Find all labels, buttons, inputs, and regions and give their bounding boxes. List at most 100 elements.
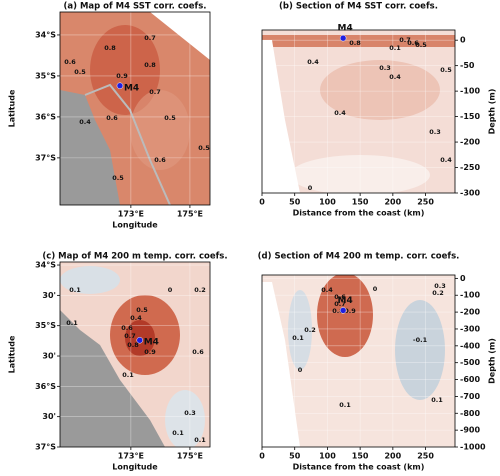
y-axis-label: Depth (m) <box>488 338 497 384</box>
contour-label: 0.2 <box>304 326 316 334</box>
y-tick-label: 30' <box>42 291 56 300</box>
contour-label: 0 <box>373 285 378 293</box>
plot-frame <box>59 11 211 206</box>
contour-label: 0.4 <box>334 109 346 117</box>
contour-label: 0.8 <box>104 44 116 52</box>
contour-label: 0.9 <box>116 72 128 80</box>
y-tick-label: 36°S <box>35 382 56 391</box>
y-tick-label: -200 <box>460 138 480 147</box>
contour-label: 0.3 <box>379 64 391 72</box>
contour-label: 0.5 <box>164 114 176 122</box>
contour-label: 0.2 <box>194 286 206 294</box>
contour-label: 0.2 <box>432 289 444 297</box>
field-surface <box>262 35 455 47</box>
plot-area <box>262 30 455 193</box>
land <box>60 310 165 447</box>
y-tick-label: -400 <box>460 341 480 350</box>
contour-label: 0.1 <box>339 401 351 409</box>
contour-label: 0.1 <box>431 396 443 404</box>
contour-label: 0.7 <box>149 88 161 96</box>
seafloor <box>262 282 300 447</box>
plot-frame <box>59 261 211 448</box>
contour-label: 0.7 <box>144 34 156 42</box>
contour-label: -0.1 <box>413 336 428 344</box>
contour-label: 0.1 <box>389 44 401 52</box>
plot-frame <box>261 274 456 448</box>
y-axis-label: Latitude <box>8 335 17 373</box>
contour-label: 0.3 <box>184 409 196 417</box>
field-weak <box>165 390 205 447</box>
station-marker <box>116 82 124 90</box>
y-axis-label: Depth (m) <box>488 89 497 135</box>
contour-label: 0.6 <box>64 58 76 66</box>
plot-area <box>60 262 210 447</box>
contour-label: 0.1 <box>69 286 81 294</box>
x-tick-label: 50 <box>289 452 301 461</box>
contour-label: 0.5 <box>198 144 210 152</box>
contour-label: 0.8 <box>349 39 361 47</box>
y-tick-label: -250 <box>460 163 480 172</box>
y-tick-label: -50 <box>460 61 475 70</box>
x-tick-label: 173°E <box>118 210 144 219</box>
y-tick-label: -700 <box>460 392 480 401</box>
x-tick-label: 200 <box>384 198 401 207</box>
contour-label: 0.8 <box>144 61 156 69</box>
contour-label: 0.1 <box>122 371 134 379</box>
contour-label: 0.6 <box>121 324 133 332</box>
y-tick-label: 0 <box>460 36 466 45</box>
x-axis-label: Longitude <box>112 463 158 472</box>
contour-label: 0.4 <box>389 73 401 81</box>
contour-label: 0.7 <box>124 332 136 340</box>
x-tick-label: 100 <box>319 198 336 207</box>
y-tick-label: -500 <box>460 358 480 367</box>
y-tick-label: -150 <box>460 112 480 121</box>
x-tick-label: 50 <box>289 198 301 207</box>
station-marker <box>339 307 347 314</box>
field-weak <box>60 266 120 294</box>
y-tick-label: -300 <box>460 324 480 333</box>
y-tick-label: -900 <box>460 426 480 435</box>
y-tick-label: 37°S <box>35 443 56 452</box>
x-axis-label: Longitude <box>112 221 158 230</box>
x-tick-label: 0 <box>259 452 265 461</box>
x-tick-label: 0 <box>259 198 265 207</box>
y-tick-label: 34°S <box>35 30 56 39</box>
station-label: M4 <box>338 24 353 34</box>
contour-label: 0.6 <box>192 348 204 356</box>
contour-label: 0.5 <box>112 174 124 182</box>
x-tick-label: 250 <box>417 198 434 207</box>
contour-label: 0.8 <box>332 307 344 315</box>
contour-label: 0.3 <box>434 282 446 290</box>
y-tick-label: 30' <box>42 352 56 361</box>
x-tick-label: 200 <box>384 452 401 461</box>
contour-label: 0 <box>298 366 303 374</box>
x-tick-label: 250 <box>417 452 434 461</box>
x-tick-label: 175°E <box>177 210 203 219</box>
contour-label: 0.5 <box>136 306 148 314</box>
y-tick-label: -200 <box>460 308 480 317</box>
contour-label: 0.1 <box>66 319 78 327</box>
contour-label: 0.5 <box>74 68 86 76</box>
contour-label: 0.4 <box>79 118 91 126</box>
x-axis-label: Distance from the coast (km) <box>293 209 425 218</box>
plot-area <box>262 275 455 447</box>
station-marker <box>136 336 143 344</box>
contour-label: 0.6 <box>106 114 118 122</box>
contour-label: 0.6 <box>154 156 166 164</box>
field-weak <box>395 300 445 400</box>
contour-label: 0.6 <box>407 39 419 47</box>
contour-label: 0.4 <box>130 314 142 322</box>
x-tick-label: 175°E <box>177 452 203 461</box>
contour-label: 0.6 <box>334 293 346 301</box>
y-tick-label: -1000 <box>460 443 486 452</box>
contour-label: 0.7 <box>399 36 411 44</box>
contour-label: 0.9 <box>144 348 156 356</box>
x-tick-label: 150 <box>352 198 369 207</box>
contour-label: 0.3 <box>429 128 441 136</box>
contour-label: 0.1 <box>292 334 304 342</box>
contour-label: 0.4 <box>321 286 333 294</box>
plot-area <box>60 12 210 205</box>
y-tick-label: 0 <box>460 274 466 283</box>
contour-label: 0.7 <box>334 300 346 308</box>
